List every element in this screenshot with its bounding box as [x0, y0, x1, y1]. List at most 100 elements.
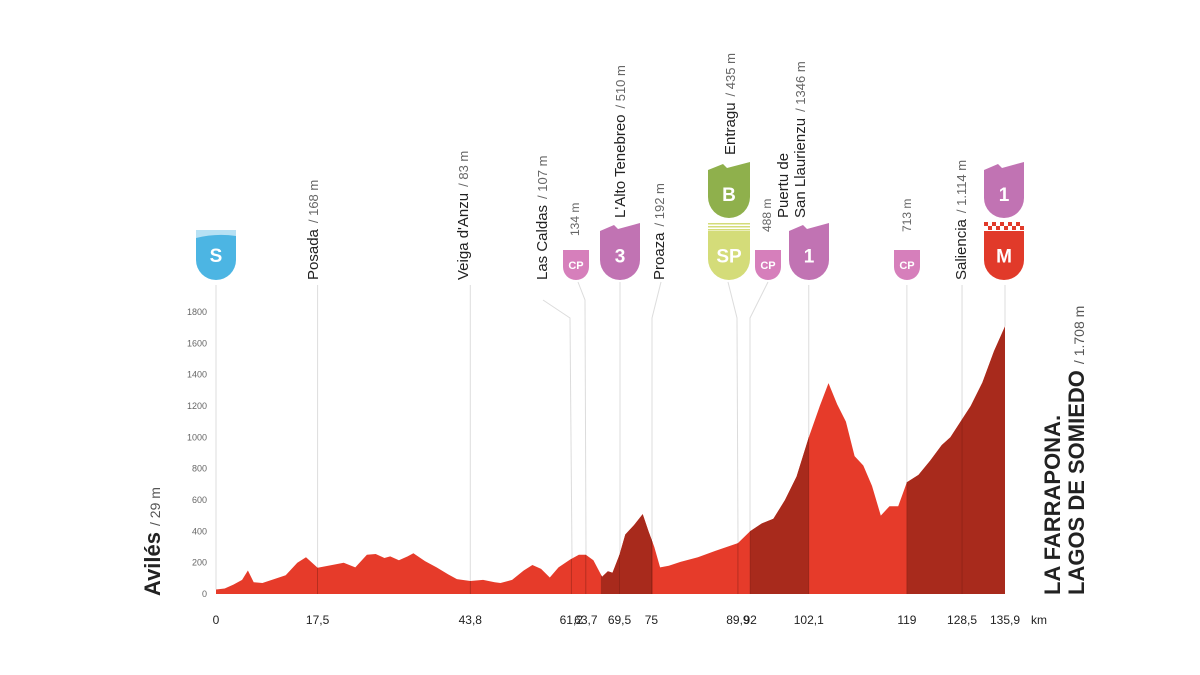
climb-badge-shape: [600, 231, 640, 280]
waypoint-label: Saliencia / 1.114 m: [953, 160, 970, 280]
finish-badge-shape: [984, 231, 1024, 280]
finish-badge-label: M: [996, 246, 1012, 267]
x-tick-label: 69,5: [608, 613, 632, 627]
checkpoint-altitude: 134 m: [568, 203, 582, 236]
x-tick-label: 128,5: [947, 613, 977, 627]
x-tick-label: 135,9: [990, 613, 1020, 627]
waypoint-guide-lines: [215, 281, 1006, 590]
waypoint-name: Proaza: [651, 232, 668, 280]
x-tick-label: 102,1: [794, 613, 824, 627]
waypoint-altitude: / 107 m: [535, 156, 550, 199]
leader-line: [727, 281, 739, 544]
mountain-peak-icon: [984, 162, 1024, 170]
finish-altitude: / 1.708 m: [1071, 306, 1087, 364]
waypoint-altitude: / 435 m: [723, 53, 738, 96]
sprint-stripe-icon: [708, 229, 750, 231]
x-tick-label: 63,7: [574, 613, 598, 627]
checkered-flag-icon: [1016, 222, 1020, 226]
climb-badge-shape: [789, 231, 829, 280]
leader-line: [651, 281, 662, 540]
cp-badge-shape: [894, 250, 920, 280]
checkpoint-altitude: 713 m: [900, 199, 914, 232]
checkered-flag-icon: [1000, 222, 1004, 226]
climb-segment: [600, 514, 653, 594]
waypoint-label: Las Caldas / 107 m: [534, 156, 551, 280]
waypoint-label: Entragu / 435 m: [722, 53, 739, 155]
mountain-peak-icon: [600, 223, 640, 231]
waypoint-altitude: / 83 m: [456, 151, 471, 187]
y-tick-label: 400: [192, 526, 207, 536]
climb-badge: 1: [789, 223, 829, 280]
y-tick-label: 1800: [187, 307, 207, 317]
waypoint-label: Proaza / 192 m: [651, 183, 668, 280]
checkered-flag-icon: [1008, 222, 1012, 226]
waypoint-altitude: / 1346 m: [793, 61, 808, 112]
stage-badges: S CP 3 B SP CP 1 CP 1 M: [196, 162, 1024, 280]
x-axis: 0 17,5 43,8 61,263,7 69,5 75 89,992 102,1 119 128…: [213, 613, 1047, 627]
waypoint-label: L'Alto Tenebreo / 510 m: [612, 65, 629, 218]
climb-badge-shape: [984, 170, 1024, 218]
waypoint-name: L'Alto Tenebreo: [612, 115, 629, 219]
climb-badge-label: 1: [804, 246, 815, 267]
y-tick-label: 800: [192, 464, 207, 474]
start-finish-labels: Avilés / 29 m LA FARRAPONA. LAGOS DE SOMIED…: [140, 306, 1089, 596]
waypoint-altitude: / 192 m: [652, 183, 667, 226]
bonus-badge-label: B: [722, 185, 736, 206]
y-tick-label: 1000: [187, 432, 207, 442]
sprint-badge-shape: [708, 231, 750, 280]
climb-badge-label: 3: [615, 246, 626, 267]
checkered-flag-icon: [996, 226, 1000, 230]
x-tick-label: 43,8: [459, 613, 483, 627]
cp-badge: CP: [563, 250, 589, 280]
checkpoint-altitude-text: 713 m: [900, 199, 914, 232]
start-altitude: / 29 m: [147, 487, 163, 526]
y-tick-label: 1200: [187, 401, 207, 411]
sprint-badge: SP: [708, 223, 750, 280]
x-tick-label: 61,2: [560, 613, 584, 627]
finish-town-line2: LAGOS DE SOMIEDO: [1064, 370, 1089, 595]
finish-badge: M: [984, 222, 1024, 280]
x-tick-label: 75: [645, 613, 659, 627]
x-unit-label: km: [1031, 613, 1047, 627]
waypoint-altitude: / 510 m: [613, 65, 628, 108]
waypoint-label: Posada / 168 m: [305, 180, 322, 280]
sprint-stripe-icon: [708, 226, 750, 228]
waypoint-name: Saliencia: [953, 218, 970, 280]
checkered-flag-icon: [1012, 226, 1016, 230]
cp-badge-label: CP: [899, 260, 914, 272]
mountain-peak-icon: [789, 223, 829, 231]
checkered-flag-icon: [992, 222, 996, 226]
start-town: Avilés: [140, 532, 165, 596]
cp-badge-shape: [563, 250, 589, 280]
waypoint-labels: Posada / 168 m Veiga d'Anzu / 83 m Las Calda…: [305, 53, 970, 280]
sprint-badge-label: SP: [716, 246, 742, 267]
climb-badge-label: 1: [999, 185, 1010, 206]
sprint-stripe-icon: [708, 223, 750, 225]
climb-segment: [750, 437, 809, 594]
y-tick-label: 1400: [187, 370, 207, 380]
checkered-flag-icon: [988, 226, 992, 230]
waypoint-altitude: / 1.114 m: [954, 160, 969, 213]
checkpoint-altitude-text: 488 m: [760, 199, 774, 232]
mountain-peak-icon: [708, 162, 750, 170]
y-tick-label: 200: [192, 558, 207, 568]
checkpoint-altitude: 488 m: [760, 199, 774, 232]
cp-badge: CP: [894, 250, 920, 280]
elevation-profile: [216, 326, 1005, 594]
x-tick-label: 17,5: [306, 613, 330, 627]
start-label: Avilés / 29 m: [140, 487, 165, 596]
x-tick-label: 92: [743, 613, 757, 627]
y-tick-label: 600: [192, 495, 207, 505]
elevation-area: [216, 326, 1005, 594]
leader-line: [577, 281, 587, 555]
x-tick-label: 119: [897, 613, 916, 627]
waypoint-label: Veiga d'Anzu / 83 m: [455, 151, 472, 280]
cp-badge-label: CP: [760, 260, 775, 272]
x-tick-label: 0: [213, 613, 220, 627]
finish-label: LA FARRAPONA. LAGOS DE SOMIEDO / 1.708 m: [1040, 306, 1089, 595]
checkered-flag-icon: [984, 222, 988, 226]
cp-badge-shape: [755, 250, 781, 280]
start-badge-label: S: [210, 246, 223, 267]
waypoint-name: Posada: [305, 228, 322, 280]
